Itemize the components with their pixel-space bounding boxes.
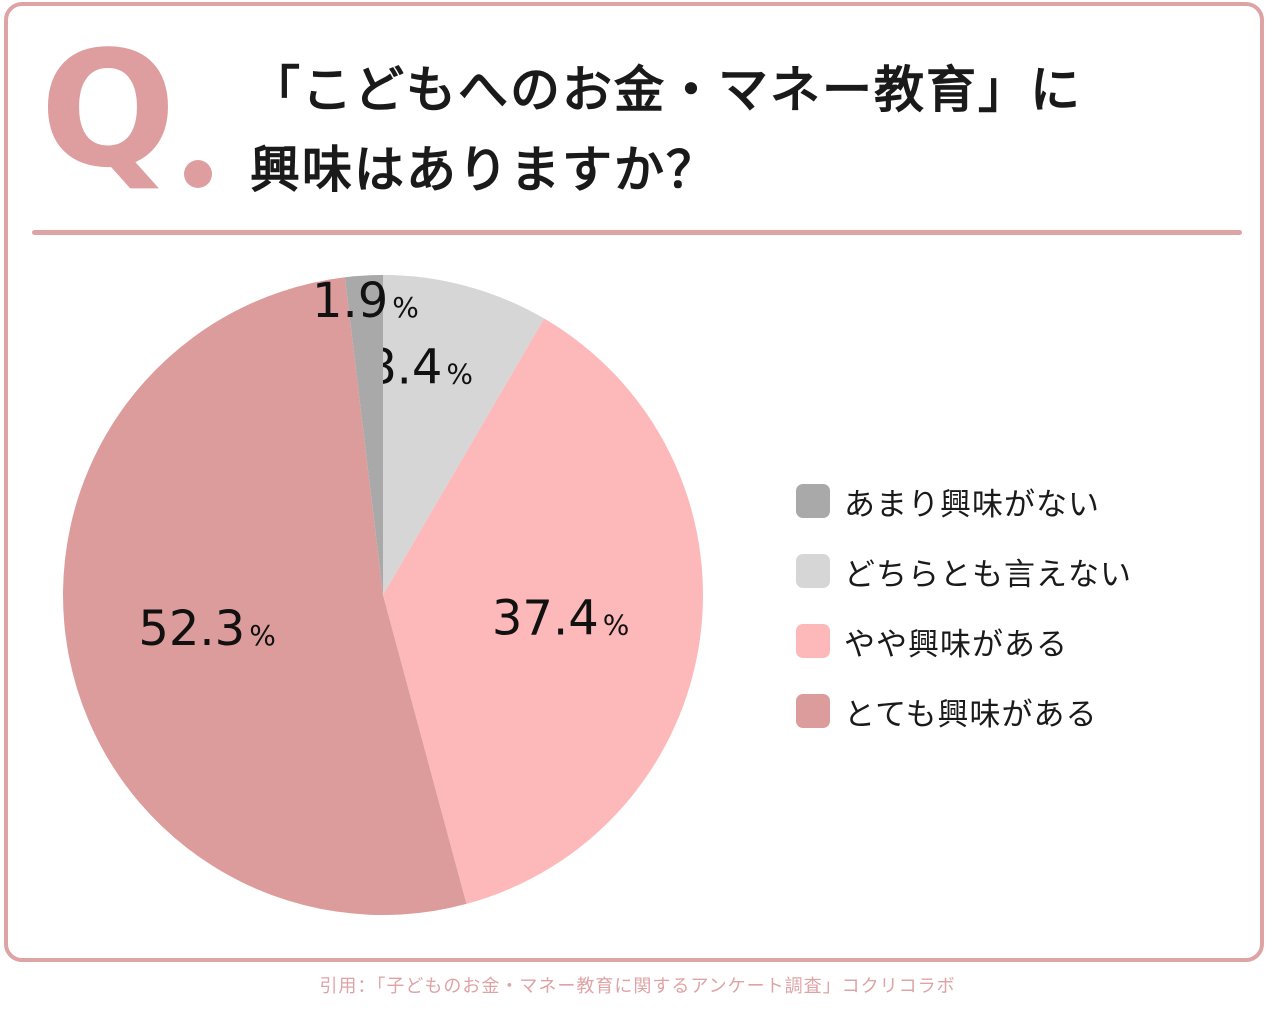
legend-item: どちらとも言えない bbox=[796, 536, 1132, 606]
q-dot bbox=[184, 160, 212, 188]
legend-item: あまり興味がない bbox=[796, 466, 1132, 536]
legend-label: どちらとも言えない bbox=[844, 556, 1132, 593]
pie-slice bbox=[383, 318, 703, 904]
legend-swatch bbox=[796, 484, 830, 518]
q-mark: Q bbox=[40, 16, 177, 203]
legend-swatch bbox=[796, 554, 830, 588]
legend-label: やや興味がある bbox=[844, 626, 1068, 663]
pie-slice bbox=[383, 275, 545, 595]
legend-swatch bbox=[796, 624, 830, 658]
question-title-line1: 「こどもへのお金・マネー教育」に bbox=[250, 61, 1082, 119]
legend-label: あまり興味がない bbox=[844, 486, 1100, 523]
legend-label: とても興味がある bbox=[844, 696, 1098, 733]
title-divider bbox=[32, 230, 1242, 235]
slice-value-label: 1.9% bbox=[312, 273, 419, 329]
question-title-line2: 興味はありますか？ bbox=[250, 141, 718, 199]
pie-slice bbox=[63, 277, 467, 915]
source-citation: 引用：「子どものお金・マネー教育に関するアンケート調査」コクリコラボ bbox=[319, 976, 956, 997]
slice-value-label: 37.4% bbox=[492, 591, 629, 647]
pie-slice bbox=[344, 275, 383, 595]
chart-legend: あまり興味がない どちらとも言えない やや興味がある とても興味がある bbox=[796, 466, 1132, 746]
slice-value-label: 52.3% bbox=[138, 601, 275, 657]
legend-item: やや興味がある bbox=[796, 606, 1132, 676]
legend-item: とても興味がある bbox=[796, 676, 1132, 746]
question-title: 「こどもへのお金・マネー教育」に 興味はありますか？ bbox=[250, 50, 1210, 210]
legend-swatch bbox=[796, 694, 830, 728]
